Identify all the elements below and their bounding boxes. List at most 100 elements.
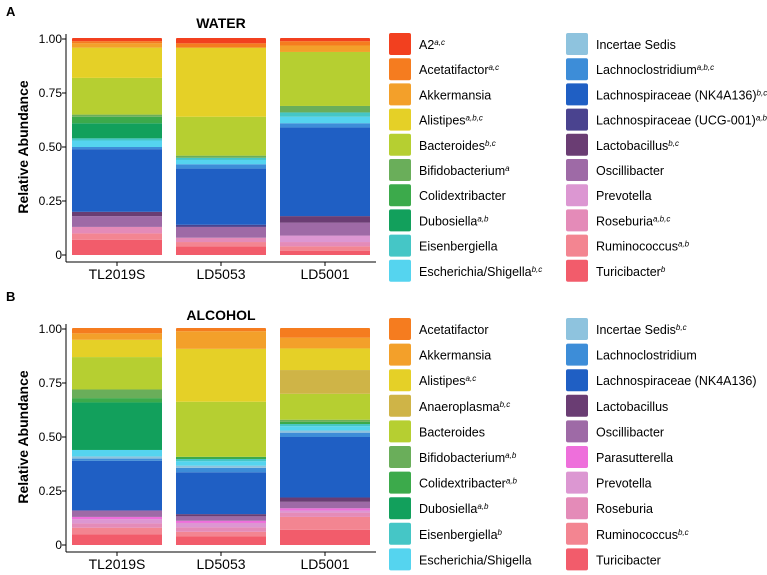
chart-a-bar-segment [72,216,162,227]
chart-b-bar-segment [176,331,266,349]
chart-a-bar-segment [72,43,162,48]
legend-swatch [389,133,411,156]
legend-item: Lachnoclostridiuma,b,c [566,58,714,81]
legend-superscript: a,b,c [697,63,714,72]
chart-b-bar-segment [280,508,370,511]
legend-item: Bacteroidesb,c [389,133,496,156]
legend-item: A2a,c [389,33,445,55]
chart-b-ytick: 1.00 [39,322,63,336]
chart-a-title: WATER [196,15,246,31]
legend-label: Akkermansia [419,88,491,102]
chart-a-bar-segment [72,114,162,117]
chart-a-bar-cap [176,38,266,40]
chart-b-bar-segment [176,472,266,515]
chart-a-bar-segment [72,147,162,150]
legend-label: Acetatifactora,c [419,63,499,78]
chart-b-bar-segment [72,460,162,511]
chart-b-bar-segment [176,459,266,462]
legend-superscript: a,b [505,451,517,460]
chart-a-bar-segment [280,235,370,243]
legend-item: Roseburia [566,497,653,520]
chart-a-bar-segment [72,39,162,42]
chart-b-title: ALCOHOL [186,307,256,323]
legend-label: Roseburia [596,502,653,516]
chart-b-bar-segment [176,401,266,457]
legend-superscript: b [498,527,503,536]
chart-b-bar-segment [176,527,266,532]
legend-item: Lachnospiraceae (UCG-001)a,b [566,108,767,131]
legend-item: Incertae Sedisb,c [566,318,687,340]
legend-superscript: a,b [756,113,767,122]
legend-label: Bacteroidesb,c [419,138,496,153]
legend-swatch [566,394,588,417]
legend-item: Lactobacillus [566,394,668,417]
legend-swatch [389,471,411,494]
chart-b-bar-segment [176,348,266,402]
legend-item: Eisenbergiella [389,234,498,257]
chart-a-xtick-label: LD5001 [300,266,349,282]
legend-label: Oscillibacter [596,425,664,439]
chart-b-bar-segment [72,357,162,390]
legend-swatch [389,33,411,55]
chart-a-bar-segment [72,138,162,141]
chart-a-xtick-label: LD5053 [196,266,245,282]
chart-b-bar-segment [72,339,162,358]
chart-a-axes [62,34,376,266]
legend-superscript: b,c [532,264,543,273]
chart-a-bar-segment [280,39,370,42]
legend-label: Turicibacterb [596,264,666,279]
legend-item: Anaeroplasmab,c [389,394,510,417]
legend-item: Dubosiellaa,b [389,209,489,232]
legend-label: Escherichia/Shigellab,c [419,264,542,279]
chart-a-bar-segment [176,237,266,243]
chart-a-bar-segment [72,116,162,124]
chart-b-bar-segment [176,522,266,528]
legend-superscript: a [505,164,510,173]
legend-swatch [566,209,588,232]
legend-item: Alistipesa,b,c [389,108,483,131]
legend-swatch [389,446,411,468]
legend-item: Roseburiaa,b,c [566,209,670,232]
chart-b-bar-segment [176,467,266,473]
legend-swatch [566,343,588,366]
chart-b-xticks: TL2019S LD5053 LD5001 [89,556,350,572]
chart-a-ytick: 0.75 [39,86,63,100]
chart-b-xtick-label: TL2019S [89,556,146,572]
legend-swatch [566,58,588,81]
legend-item: Akkermansia [389,343,491,366]
chart-a-bar-segment [280,123,370,128]
legend-swatch [389,209,411,232]
legend-item: Acetatifactora,c [389,58,499,81]
legend-label: Colidextribactera,b [419,476,518,491]
chart-b-legend: Acetatifactor Akkermansia Alistipesa,c Anae… [389,318,757,571]
legend-item: Acetatifactor [389,318,488,340]
legend-swatch [566,369,588,392]
legend-label: Eisenbergiella [419,240,498,254]
legend-superscript: a,c [434,38,445,47]
chart-b-bar-cap [72,328,162,330]
chart-a-bar-segment [176,159,266,165]
legend-label: Prevotella [596,189,652,203]
chart-a-bar-segment [176,168,266,225]
chart-a-bar-segment [280,127,370,217]
chart-a-bar-segment [280,242,370,247]
legend-swatch [566,522,588,545]
legend-swatch [389,259,411,282]
chart-a-bar-segment [176,246,266,255]
legend-swatch [389,522,411,545]
legend-swatch [389,184,411,207]
chart-a-bar-segment [280,112,370,117]
chart-a-bar-segment [176,164,266,169]
chart-b-bar-segment [176,461,266,466]
chart-b-bar-segment [176,329,266,332]
chart-a-bar-segment [72,226,162,234]
legend-swatch [566,33,588,55]
chart-b-bar-cap [176,328,266,330]
chart-a-bar-segment [280,116,370,124]
legend-label: Turicibacter [596,553,661,567]
legend-superscript: a,b [477,502,489,511]
legend-superscript: a,c [466,374,477,383]
chart-a-xtick-label: TL2019S [89,266,146,282]
chart-a-bar-segment [72,123,162,139]
chart-b-bar-segment [280,510,370,513]
